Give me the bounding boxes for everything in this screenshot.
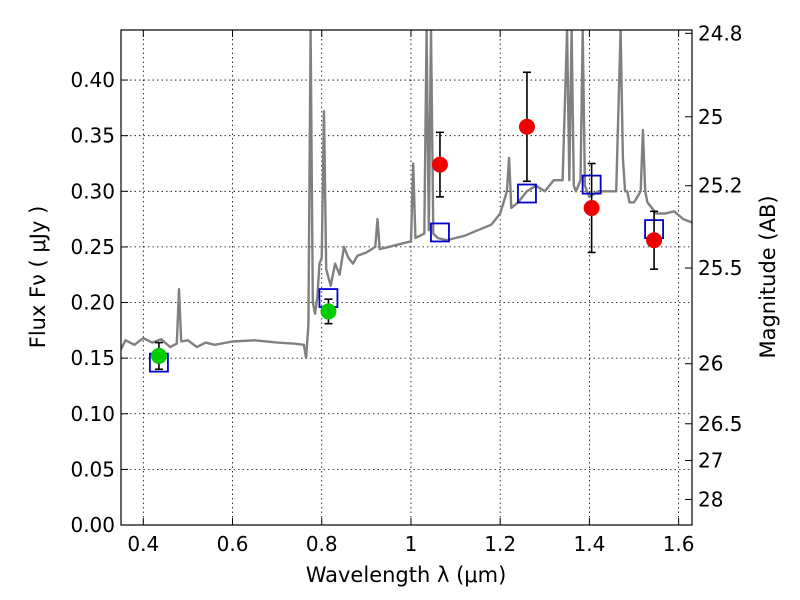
model-square-point <box>517 183 537 204</box>
x-tick-label: 0.4 <box>127 532 159 556</box>
y2-tick-label: 26.5 <box>698 412 743 436</box>
flux-point <box>150 347 167 364</box>
model-square-point <box>430 222 450 243</box>
y2-axis-label: Magnitude (AB) <box>756 195 780 358</box>
y-tick-label: 0.10 <box>70 402 115 426</box>
y-tick-label: 0.30 <box>70 179 115 203</box>
y-tick-label: 0.00 <box>70 513 115 537</box>
flux-point <box>646 232 663 249</box>
plot-frame <box>120 29 693 526</box>
y2-tick-label: 28 <box>698 487 723 511</box>
x-tick-label: 1.2 <box>484 532 516 556</box>
y2-tick-label: 24.8 <box>698 21 743 45</box>
spectrum-line <box>121 30 692 360</box>
x-tick-label: 1 <box>405 532 418 556</box>
flux-point <box>431 156 448 173</box>
y2-tick-label: 25.5 <box>698 256 743 280</box>
grid-lines <box>121 30 692 526</box>
y-tick-label: 0.40 <box>70 68 115 92</box>
y-axis-label: Flux Fν ( μJy ) <box>26 206 50 349</box>
y-tick-label: 0.15 <box>70 346 115 370</box>
flux-point <box>320 303 337 320</box>
y2-tick-label: 25.2 <box>698 174 743 198</box>
y2-tick-label: 25 <box>698 105 723 129</box>
plot-area <box>121 30 692 373</box>
tick-labels: 0.4 0.6 0.8 1 1.2 1.4 1.6 0.00 0.05 0.10 0.15 0.20 0… <box>70 21 742 556</box>
y2-tick-label: 26 <box>698 352 723 376</box>
y-tick-label: 0.05 <box>70 457 115 481</box>
y2-tick-label: 27 <box>698 448 723 472</box>
x-axis-label: Wavelength λ (μm) <box>306 563 507 587</box>
x-tick-label: 1.4 <box>573 532 605 556</box>
axis-ticks <box>121 30 692 526</box>
flux-point <box>583 199 600 216</box>
x-tick-label: 0.8 <box>306 532 338 556</box>
flux-point <box>518 118 535 135</box>
y-tick-label: 0.20 <box>70 291 115 315</box>
x-tick-label: 1.6 <box>663 532 695 556</box>
x-tick-label: 0.6 <box>217 532 249 556</box>
y-tick-label: 0.35 <box>70 124 115 148</box>
y-tick-label: 0.25 <box>70 235 115 259</box>
